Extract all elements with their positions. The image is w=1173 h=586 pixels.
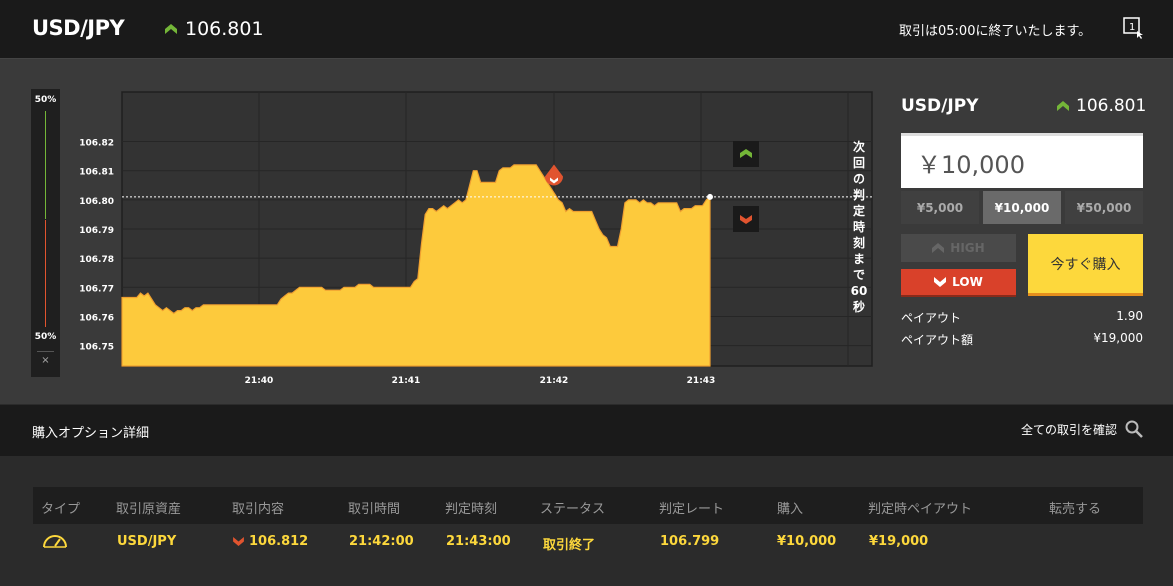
- panel-rate: 106.801: [1057, 96, 1146, 116]
- row-judge-rate: 106.799: [660, 534, 720, 549]
- chart-high-button[interactable]: [733, 141, 759, 167]
- preset-10000-button[interactable]: ¥10,000: [983, 191, 1061, 224]
- row-asset: USD/JPY: [117, 534, 177, 549]
- payout-row: ペイアウト 1.90: [901, 309, 1143, 326]
- entry-marker: [545, 164, 563, 186]
- high-label: HIGH: [950, 241, 985, 255]
- chart-low-button[interactable]: [733, 206, 759, 232]
- view-all-trades-link[interactable]: 全ての取引を確認: [1021, 420, 1143, 438]
- low-label: LOW: [952, 275, 983, 289]
- row-status: 取引終了: [543, 538, 596, 553]
- amount-input[interactable]: [901, 136, 1143, 188]
- low-button[interactable]: LOW: [901, 269, 1016, 297]
- countdown-text: 次回の判定時刻まで60秒: [850, 140, 868, 314]
- row-purchase: ¥10,000: [777, 534, 837, 549]
- up-arrow-icon: [932, 243, 945, 253]
- down-arrow-icon: [934, 277, 947, 287]
- up-arrow-icon: [165, 24, 177, 34]
- payout-amount-label: ペイアウト額: [901, 333, 974, 347]
- top-bar: USD/JPY 106.801 取引は05:00に終了いたします。 1: [0, 0, 1173, 58]
- preset-50000-button[interactable]: ¥50,000: [1065, 191, 1143, 224]
- x-tick-label: 21:41: [392, 376, 421, 386]
- price-chart: 106.82 106.81 106.80 106.79 106.78 106.77 106.…: [79, 91, 873, 386]
- current-rate-dot: [707, 193, 713, 200]
- row-content-value: 106.812: [249, 534, 309, 549]
- buy-now-button[interactable]: 今すぐ購入: [1028, 234, 1143, 296]
- panel-rate-value: 106.801: [1076, 96, 1147, 116]
- th-content: 取引内容: [232, 502, 285, 517]
- th-payout: 判定時ペイアウト: [868, 502, 973, 517]
- up-arrow-icon: [1057, 101, 1069, 111]
- th-judge-time: 判定時刻: [445, 502, 498, 517]
- panel-pair: USD/JPY: [901, 96, 979, 116]
- y-tick-label: 106.82: [79, 139, 114, 149]
- payout-amount-value: ¥19,000: [1093, 331, 1143, 345]
- row-judge-time: 21:43:00: [446, 534, 511, 549]
- y-tick-label: 106.76: [79, 313, 114, 323]
- preset-5000-button[interactable]: ¥5,000: [901, 191, 979, 224]
- gauge-bottom-label: 50%: [34, 332, 57, 342]
- amount-field-wrapper: [901, 133, 1143, 188]
- view-all-trades-label: 全ての取引を確認: [1020, 422, 1117, 437]
- gauge-close-icon[interactable]: ×: [41, 355, 50, 366]
- section-title: 購入オプション詳細: [32, 426, 150, 441]
- payout-amount-row: ペイアウト額 ¥19,000: [901, 331, 1143, 348]
- th-asset: 取引原資産: [116, 502, 182, 517]
- y-tick-label: 106.79: [79, 226, 114, 236]
- gauge-type-icon: [43, 535, 67, 548]
- table-header: タイプ 取引原資産 取引内容 取引時間 判定時刻 ステータス 判定レート 購入 …: [33, 487, 1143, 524]
- y-tick-label: 106.81: [79, 168, 114, 178]
- payout-label: ペイアウト: [901, 311, 962, 325]
- header-rate: 106.801: [165, 18, 264, 40]
- th-judge-rate: 判定レート: [659, 502, 725, 517]
- row-trade-time: 21:42:00: [349, 534, 414, 549]
- th-type: タイプ: [41, 502, 81, 517]
- header-rate-value: 106.801: [185, 18, 264, 40]
- purchase-details-header: 購入オプション詳細 全ての取引を確認: [0, 405, 1173, 456]
- down-arrow-icon: [550, 177, 558, 184]
- th-trade-time: 取引時間: [348, 502, 401, 517]
- x-tick-label: 21:40: [245, 376, 274, 386]
- header-pair: USD/JPY: [32, 16, 125, 40]
- y-tick-label: 106.78: [79, 255, 114, 265]
- search-icon: [1125, 420, 1143, 438]
- down-arrow-icon: [740, 215, 752, 224]
- payout-value: 1.90: [1116, 309, 1143, 323]
- x-tick-label: 21:42: [540, 376, 569, 386]
- gauge-top-label: 50%: [34, 95, 57, 105]
- x-tick-label: 21:43: [687, 376, 716, 386]
- window-icon-label: 1: [1129, 22, 1135, 33]
- th-status: ステータス: [540, 502, 606, 517]
- window-icon[interactable]: 1: [1123, 17, 1143, 39]
- gauge-up-bar: [45, 111, 46, 219]
- y-tick-label: 106.77: [79, 284, 114, 294]
- high-button[interactable]: HIGH: [901, 234, 1016, 262]
- row-content: 106.812: [233, 534, 308, 549]
- down-arrow-icon: [233, 537, 244, 546]
- row-payout: ¥19,000: [869, 534, 929, 549]
- th-resell: 転売する: [1049, 502, 1102, 517]
- y-tick-label: 106.75: [79, 343, 114, 353]
- up-arrow-icon: [740, 149, 752, 158]
- y-tick-label: 106.80: [79, 197, 114, 207]
- sentiment-gauge: 50% 50% ×: [31, 89, 60, 377]
- price-area: [121, 164, 711, 367]
- th-purchase: 購入: [777, 502, 804, 517]
- gauge-down-bar: [45, 220, 46, 327]
- closing-notice: 取引は05:00に終了いたします。: [899, 24, 1092, 39]
